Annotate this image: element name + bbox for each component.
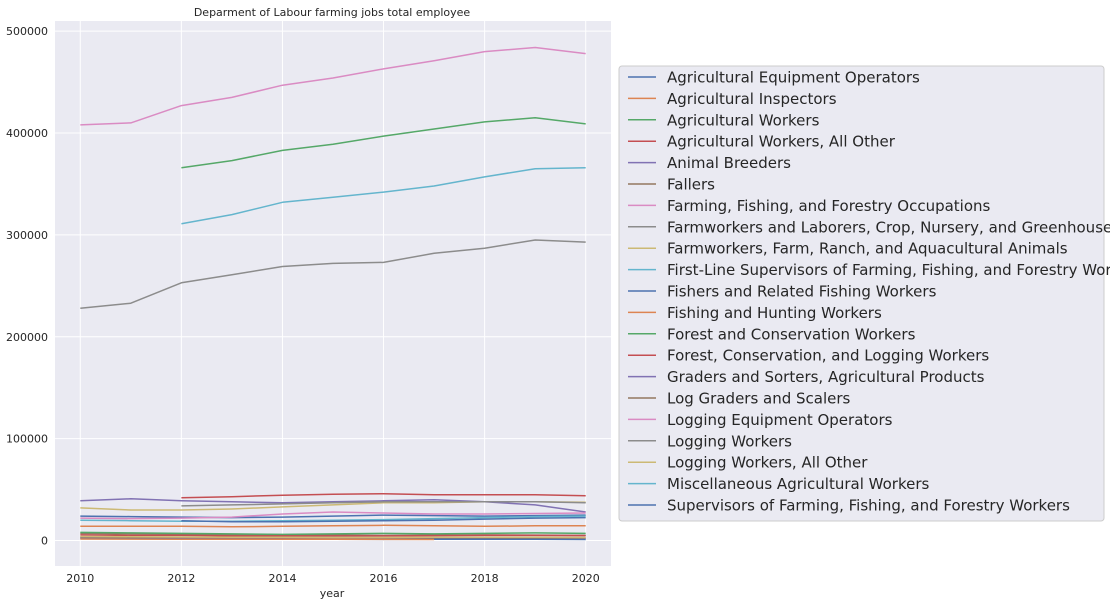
legend-label: Agricultural Equipment Operators bbox=[667, 69, 920, 87]
legend-label: Animal Breeders bbox=[667, 154, 791, 172]
x-tick-label: 2010 bbox=[66, 572, 94, 585]
series-line bbox=[181, 492, 586, 499]
series-line bbox=[181, 516, 586, 523]
y-axis-ticks: 0 100000 200000 300000 400000 500000 bbox=[6, 25, 48, 547]
x-tick-label: 2016 bbox=[370, 572, 398, 585]
legend-label: Agricultural Inspectors bbox=[667, 90, 837, 108]
legend-label: Logging Equipment Operators bbox=[667, 411, 893, 429]
series-line bbox=[80, 514, 586, 519]
x-tick-label: 2014 bbox=[268, 572, 296, 585]
legend-label: Forest and Conservation Workers bbox=[667, 325, 916, 343]
legend-label: Miscellaneous Agricultural Workers bbox=[667, 475, 929, 493]
series-line bbox=[80, 515, 586, 522]
series-line bbox=[80, 534, 586, 537]
series-line bbox=[80, 239, 586, 310]
legend-label: Agricultural Workers bbox=[667, 111, 820, 129]
series-line bbox=[80, 524, 586, 528]
series-line bbox=[181, 166, 586, 225]
x-axis-ticks: 2010 2012 2014 2016 2018 2020 bbox=[66, 572, 599, 585]
y-tick-label: 0 bbox=[41, 535, 48, 548]
grid bbox=[55, 21, 611, 566]
plot-area bbox=[55, 21, 611, 566]
legend-label: Farming, Fishing, and Forestry Occupatio… bbox=[667, 197, 991, 215]
legend-label: Logging Workers bbox=[667, 432, 792, 450]
legend-label: Log Graders and Scalers bbox=[667, 390, 851, 408]
x-tick-label: 2012 bbox=[167, 572, 195, 585]
chart-title: Deparment of Labour farming jobs total e… bbox=[194, 6, 471, 19]
legend-label: Agricultural Workers, All Other bbox=[667, 133, 896, 151]
legend-label: Graders and Sorters, Agricultural Produc… bbox=[667, 368, 985, 386]
series-line bbox=[80, 538, 435, 541]
y-tick-label: 100000 bbox=[6, 433, 48, 446]
y-tick-label: 400000 bbox=[6, 127, 48, 140]
legend-label: Farmworkers, Farm, Ranch, and Aquacultur… bbox=[667, 240, 1068, 258]
series-line bbox=[80, 531, 586, 536]
legend-label: Supervisors of Farming, Fishing, and For… bbox=[667, 497, 1070, 515]
x-axis-label: year bbox=[320, 587, 345, 600]
plot-background bbox=[55, 21, 611, 566]
legend-items: Agricultural Equipment Operators Agricult… bbox=[628, 69, 1110, 515]
series-line bbox=[181, 501, 586, 507]
x-tick-label: 2018 bbox=[471, 572, 499, 585]
legend-label: First-Line Supervisors of Farming, Fishi… bbox=[667, 261, 1110, 279]
y-tick-label: 200000 bbox=[6, 331, 48, 344]
legend-label: Fishing and Hunting Workers bbox=[667, 304, 882, 322]
legend-label: Logging Workers, All Other bbox=[667, 454, 868, 472]
legend-label: Farmworkers and Laborers, Crop, Nursery,… bbox=[667, 218, 1110, 236]
legend-label: Fallers bbox=[667, 176, 715, 194]
legend: Agricultural Equipment Operators Agricult… bbox=[618, 65, 1110, 522]
y-tick-label: 300000 bbox=[6, 229, 48, 242]
series-lines bbox=[80, 46, 586, 541]
legend-frame bbox=[618, 65, 1105, 522]
series-line bbox=[80, 535, 586, 539]
series-line bbox=[181, 117, 586, 169]
series-line bbox=[80, 46, 586, 126]
series-line bbox=[80, 511, 586, 520]
legend-label: Fishers and Related Fishing Workers bbox=[667, 283, 937, 301]
x-tick-label: 2020 bbox=[572, 572, 600, 585]
y-tick-label: 500000 bbox=[6, 25, 48, 38]
legend-label: Forest, Conservation, and Logging Worker… bbox=[667, 347, 989, 365]
series-line bbox=[80, 498, 586, 513]
